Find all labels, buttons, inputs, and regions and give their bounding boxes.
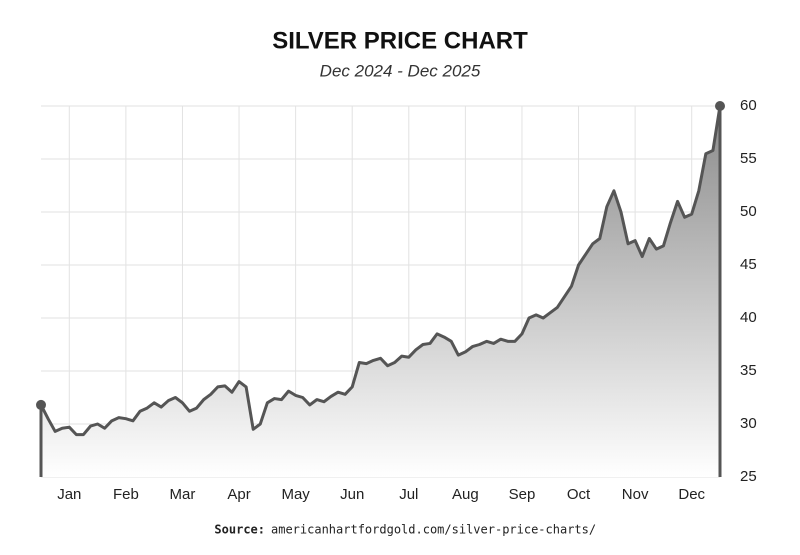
y-tick-label: 45 <box>740 256 757 273</box>
x-tick-label: Jul <box>399 486 418 503</box>
end-point <box>36 399 46 410</box>
y-tick-label: 55 <box>740 150 757 167</box>
source-text: americanhartfordgold.com/silver-price-ch… <box>271 523 596 537</box>
price-line <box>39 105 722 437</box>
y-tick-label: 30 <box>740 415 757 432</box>
chart-subtitle: Dec 2024 - Dec 2025 <box>320 61 481 80</box>
x-tick-label: May <box>281 486 310 503</box>
x-tick-label: Sep <box>509 486 536 503</box>
x-tick-label: Mar <box>170 486 196 503</box>
x-tick-label: Aug <box>452 486 479 503</box>
x-tick-label: Apr <box>227 486 250 503</box>
y-tick-label: 50 <box>740 203 757 220</box>
source-label: Source: <box>214 523 265 537</box>
x-tick-label: Dec <box>678 486 705 503</box>
chart-title: SILVER PRICE CHART <box>272 27 528 54</box>
area-fill <box>41 106 720 477</box>
y-tick-label: 35 <box>740 362 757 379</box>
plot-area: Jan Feb Mar Apr May Jun Jul Aug Sep Oct Nov Dec 25 30… <box>36 97 757 503</box>
end-point <box>715 101 725 111</box>
x-tick-label: Jan <box>57 486 81 503</box>
x-tick-label: Oct <box>567 486 591 503</box>
y-tick-label: 40 <box>740 309 757 326</box>
x-tick-label: Jun <box>340 486 364 503</box>
y-tick-label: 25 <box>740 468 757 485</box>
x-tick-label: Nov <box>622 486 649 503</box>
y-tick-label: 60 <box>740 97 757 114</box>
x-tick-label: Feb <box>113 486 139 503</box>
